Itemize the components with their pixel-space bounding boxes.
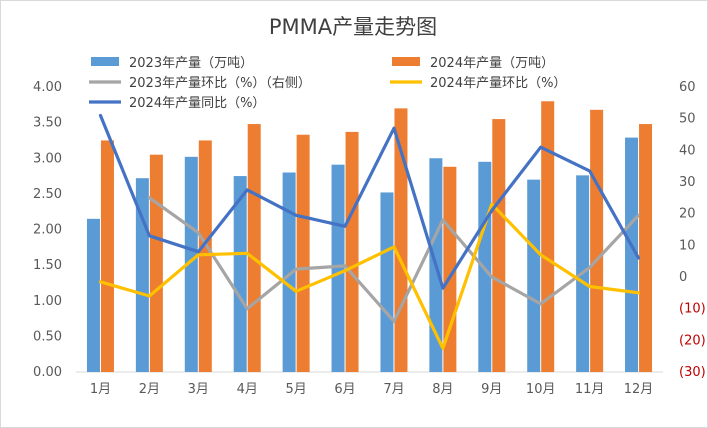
legend-label: 2024年产量同比（%）: [129, 96, 265, 111]
legend-label: 2024年产量（万吨）: [430, 56, 554, 71]
y-right-tick-label: 0: [679, 270, 687, 285]
bar-2024: [590, 109, 604, 373]
x-tick-label: 9月: [481, 382, 502, 397]
x-tick-label: 3月: [188, 382, 209, 397]
bar-2023: [282, 172, 296, 372]
x-tick-label: 1月: [90, 382, 111, 397]
line-2024-mom: [98, 202, 641, 350]
bar-2024: [345, 131, 359, 372]
y-right-tick-label: (30): [679, 365, 706, 380]
bar-2024: [149, 154, 163, 372]
y-right-tick-label: 10: [679, 238, 696, 253]
x-tick-label: 5月: [285, 382, 306, 397]
bar-2023: [331, 164, 345, 372]
bar-2023: [625, 137, 639, 372]
y-left-tick-label: 0.50: [33, 329, 62, 344]
y-left-tick-label: 1.50: [33, 258, 62, 273]
bar-2023: [233, 176, 247, 372]
x-tick-label: 2月: [139, 382, 160, 397]
legend-swatch-bar: [392, 57, 420, 66]
y-right-tick-label: 50: [679, 112, 696, 127]
y-right-tick-label: 40: [679, 143, 696, 158]
legend-label: 2023年产量环比（%）（右侧）: [129, 76, 311, 91]
line-series-group: [98, 113, 641, 350]
y-left-tick-label: 0.00: [33, 365, 62, 380]
bar-2023: [380, 192, 394, 372]
legend-swatch-bar: [91, 57, 119, 66]
y-left-tick-label: 1.00: [33, 294, 62, 309]
bar-2024: [541, 101, 555, 372]
y-left-tick-label: 4.00: [33, 80, 62, 95]
legend-label: 2023年产量（万吨）: [129, 56, 253, 71]
y-left-tick-label: 3.50: [33, 116, 62, 131]
x-tick-label: 8月: [432, 382, 453, 397]
x-tick-label: 12月: [624, 382, 654, 397]
chart-title: PMMA产量走势图: [269, 15, 437, 39]
chart-axes: 0.00 0.50 1.00 1.50 2.00 2.50 3.00 3.50 4.00 (30)…: [33, 80, 706, 397]
x-tick-label: 11月: [575, 382, 605, 397]
bar-2023: [184, 156, 198, 372]
x-tick-label: 10月: [526, 382, 556, 397]
bar-2024: [639, 124, 653, 372]
chart-legend: 2023年产量（万吨） 2024年产量（万吨） 2023年产量环比（%）（右侧） 20…: [89, 56, 566, 111]
y-right-tick-label: (10): [679, 302, 706, 317]
line-2024-yoy: [98, 113, 641, 290]
bar-2024: [100, 140, 114, 372]
bar-2024: [198, 140, 212, 372]
y-right-tick-label: 20: [679, 207, 696, 222]
y-right-tick-label: (20): [679, 333, 706, 348]
bar-2023: [527, 179, 541, 372]
bar-2024: [394, 108, 408, 372]
y-left-tick-label: 2.00: [33, 223, 62, 238]
x-tick-label: 6月: [334, 382, 355, 397]
bar-2024: [492, 119, 506, 372]
bar-2024: [247, 124, 261, 372]
bar-2023: [86, 218, 100, 372]
y-right-tick-label: 30: [679, 175, 696, 190]
x-tick-label: 7月: [383, 382, 404, 397]
x-tick-label: 4月: [237, 382, 258, 397]
line-2023-mom: [147, 196, 641, 323]
y-right-tick-label: 60: [679, 80, 696, 95]
y-left-tick-label: 3.00: [33, 151, 62, 166]
y-left-tick-label: 2.50: [33, 187, 62, 202]
bar-2024: [296, 134, 310, 372]
legend-label: 2024年产量环比（%）: [430, 76, 566, 91]
bar-series-group: [86, 101, 653, 373]
